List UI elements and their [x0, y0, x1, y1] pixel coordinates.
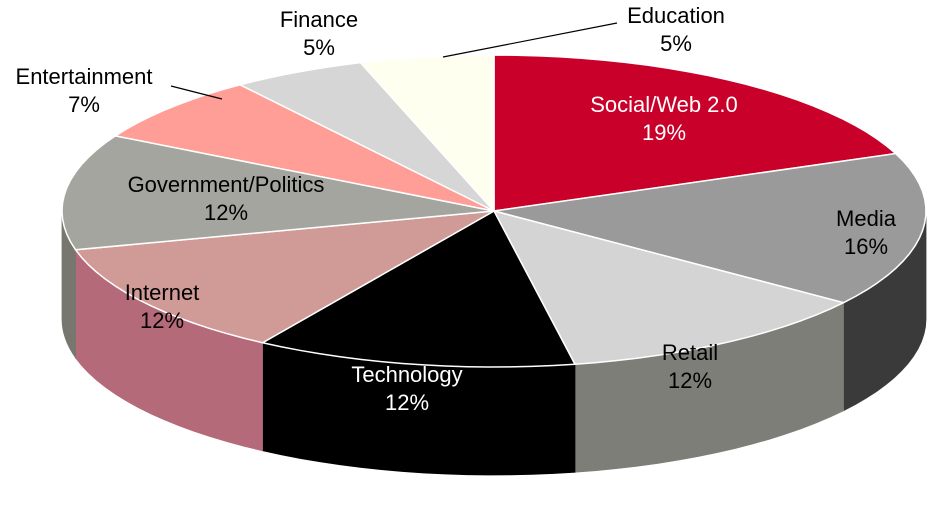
- slice-entertainment: [114, 84, 495, 212]
- leader-line-education: [442, 22, 618, 58]
- slice-label-technology: Technology: [351, 362, 462, 387]
- slice-value-social-web-2-0: 19%: [642, 120, 686, 145]
- slice-label-education: Education: [627, 3, 725, 28]
- pie-slices: [61, 54, 927, 368]
- pie-side-walls: [61, 210, 927, 476]
- leader-line-entertainment: [170, 85, 223, 100]
- slice-finance: [239, 61, 495, 212]
- leader-lines: [170, 22, 618, 100]
- slice-government-politics: [61, 135, 495, 251]
- slice-education: [359, 54, 495, 212]
- slice-labels: Social/Web 2.0 19% Media 16% Retail 12% Techno…: [16, 3, 897, 415]
- slice-value-finance: 5%: [303, 35, 335, 60]
- slice-value-technology: 12%: [385, 390, 429, 415]
- slice-retail: [493, 210, 845, 365]
- slice-internet: [74, 210, 495, 344]
- slice-value-retail: 12%: [668, 368, 712, 393]
- slice-label-media: Media: [836, 206, 897, 231]
- slice-technology: [261, 210, 576, 368]
- slice-value-media: 16%: [844, 234, 888, 259]
- slice-label-finance: Finance: [280, 7, 358, 32]
- slice-label-government-politics: Government/Politics: [128, 172, 325, 197]
- slice-label-social-web-2-0: Social/Web 2.0: [590, 92, 738, 117]
- slice-value-education: 5%: [660, 31, 692, 56]
- slice-label-retail: Retail: [662, 340, 718, 365]
- slice-value-internet: 12%: [140, 308, 184, 333]
- slice-value-government-politics: 12%: [204, 200, 248, 225]
- slice-value-entertainment: 7%: [68, 92, 100, 117]
- slice-label-entertainment: Entertainment: [16, 64, 153, 89]
- slice-social-web-2-0: [493, 54, 897, 212]
- slice-media: [493, 152, 927, 304]
- slice-label-internet: Internet: [125, 280, 200, 305]
